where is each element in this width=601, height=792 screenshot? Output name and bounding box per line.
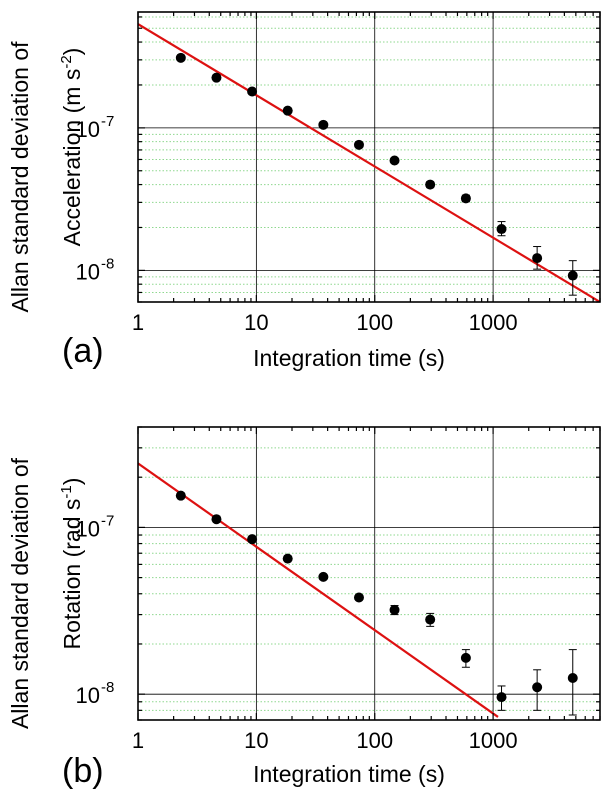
data-point [496,224,507,235]
data-point [460,193,471,204]
data-point [211,72,222,83]
y-tick-label-exponent: -8 [101,679,114,696]
y-tick-label: 10 [76,117,100,142]
x-axis-ticks [137,12,601,302]
data-point [425,614,436,625]
data-point [175,52,186,63]
x-tick-label: 10 [244,728,268,753]
y-axis-title-line2: Rotation (rad s-1) [58,478,85,650]
fit-line [138,462,499,718]
y-tick-label-exponent: -8 [101,255,114,272]
data-point [425,179,436,190]
y-axis-title-line1: Allan standard deviation of [7,41,33,313]
fit-line [138,23,600,302]
panel-label: (b) [62,752,104,790]
data-point [389,604,400,615]
x-tick-label: 100 [356,310,393,335]
x-tick-label: 10 [244,310,268,335]
data-point [567,673,578,684]
y-tick-label: 10 [76,259,100,284]
x-tick-label: 1 [132,310,144,335]
data-point [532,253,543,264]
y-axis-ticks [138,16,600,303]
x-tick-label: 100 [356,728,393,753]
x-tick-label: 1000 [469,728,518,753]
data-point [211,514,222,525]
data-point [496,692,507,703]
major-grid [138,12,600,302]
y-axis-title-line1: Allan standard deviation of [7,457,33,729]
major-grid [138,427,600,720]
data-point [247,534,258,545]
y-tick-label-exponent: -7 [101,113,114,130]
y-axis-title-line2: Acceleration (m s-2) [58,48,85,247]
data-point [282,553,293,564]
data-point [353,592,364,603]
data-point [532,682,543,693]
data-point [282,105,293,116]
data-point [460,652,471,663]
x-tick-label: 1000 [469,310,518,335]
data-point [247,86,258,97]
plot-area [138,427,600,720]
data-point [389,155,400,166]
data-point [353,139,364,150]
minor-grid [138,447,600,720]
minor-grid [138,16,600,302]
y-tick-label: 10 [76,683,100,708]
data-point [318,119,329,130]
plot-frame [137,11,601,303]
data-point [318,571,329,582]
x-axis-ticks [137,427,601,720]
panel-label: (a) [62,332,104,370]
y-tick-label: 10 [76,516,100,541]
plot-frame [137,426,601,721]
data-point [175,490,186,501]
plot-area [138,12,600,302]
y-axis-ticks [138,426,600,721]
data-point [567,270,578,281]
y-tick-label-exponent: -7 [101,512,114,529]
x-axis-title: Integration time (s) [253,345,445,371]
x-axis-title: Integration time (s) [253,761,445,787]
x-tick-label: 1 [132,728,144,753]
